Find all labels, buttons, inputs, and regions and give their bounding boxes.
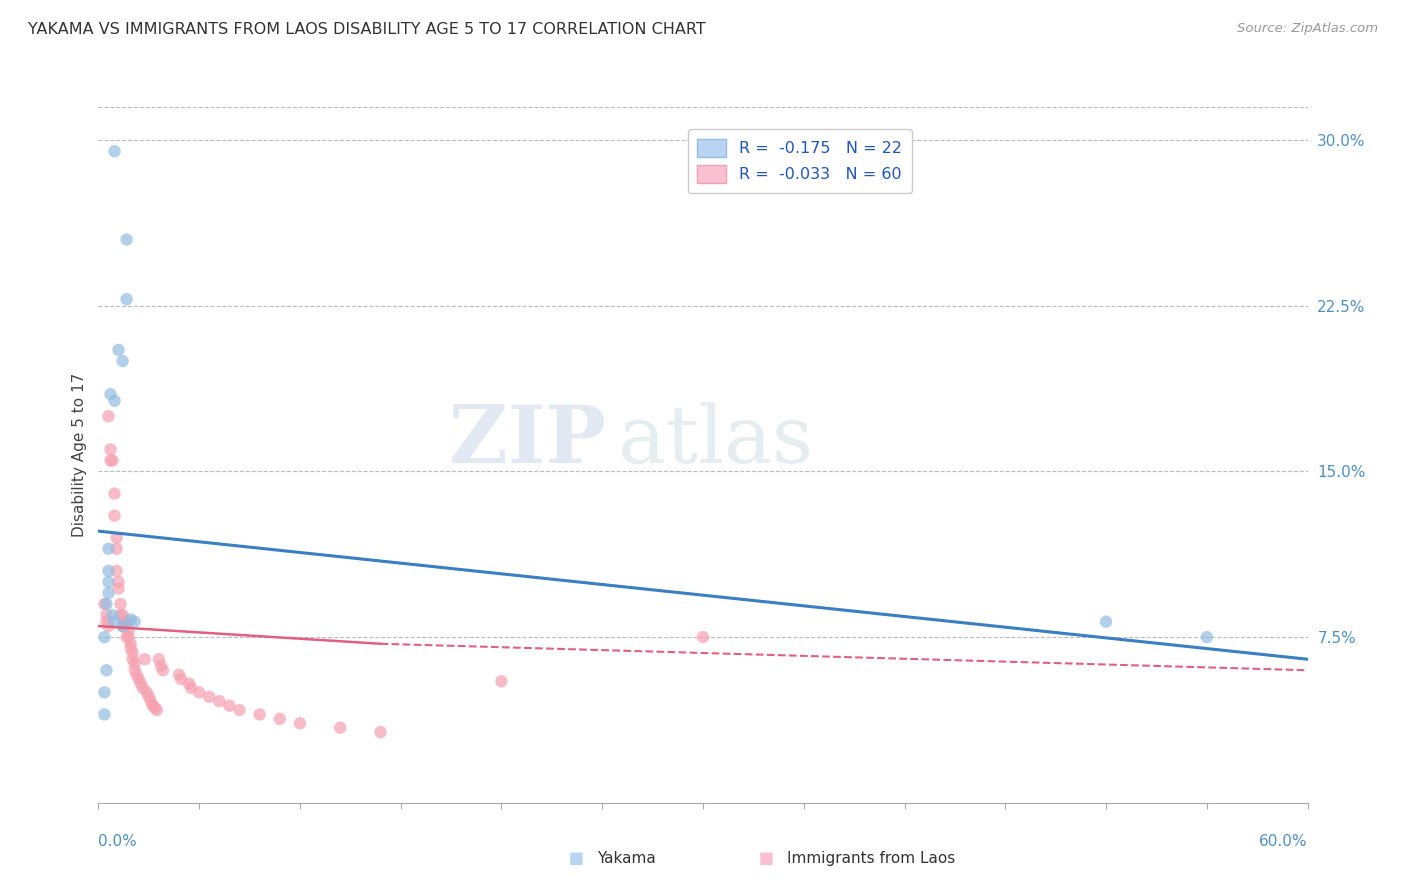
Point	[269, 712, 291, 726]
Point	[218, 698, 240, 713]
Text: Source: ZipAtlas.com: Source: ZipAtlas.com	[1237, 22, 1378, 36]
Point	[96, 608, 118, 623]
Point	[97, 574, 120, 589]
Point	[370, 725, 392, 739]
Point	[198, 690, 221, 704]
Point	[103, 615, 125, 629]
Point	[103, 508, 125, 523]
Point	[115, 292, 138, 306]
Point	[97, 619, 120, 633]
Point	[115, 233, 138, 247]
Point	[111, 608, 134, 623]
Point	[121, 652, 143, 666]
Point	[121, 646, 143, 660]
Point	[124, 615, 146, 629]
Text: Immigrants from Laos: Immigrants from Laos	[787, 851, 956, 865]
Point	[103, 145, 125, 159]
Point	[208, 694, 231, 708]
Point	[93, 597, 115, 611]
Point	[134, 652, 156, 666]
Point	[100, 387, 122, 401]
Point	[103, 486, 125, 500]
Point	[170, 672, 193, 686]
Point	[146, 703, 169, 717]
Point	[101, 453, 124, 467]
Point	[120, 641, 142, 656]
Point	[692, 630, 714, 644]
Point	[228, 703, 250, 717]
Text: ZIP: ZIP	[450, 402, 606, 480]
Point	[100, 453, 122, 467]
Legend: R =  -0.175   N = 22, R =  -0.033   N = 60: R = -0.175 N = 22, R = -0.033 N = 60	[688, 129, 911, 193]
Point	[129, 676, 152, 690]
Point	[105, 531, 128, 545]
Text: 0.0%: 0.0%	[98, 834, 138, 849]
Point	[110, 597, 132, 611]
Point	[105, 564, 128, 578]
Point	[107, 574, 129, 589]
Point	[111, 619, 134, 633]
Point	[120, 612, 142, 626]
Point	[120, 637, 142, 651]
Text: YAKAMA VS IMMIGRANTS FROM LAOS DISABILITY AGE 5 TO 17 CORRELATION CHART: YAKAMA VS IMMIGRANTS FROM LAOS DISABILIT…	[28, 22, 706, 37]
Point	[96, 615, 118, 629]
Y-axis label: Disability Age 5 to 17: Disability Age 5 to 17	[72, 373, 87, 537]
Point	[101, 608, 124, 623]
Point	[107, 582, 129, 596]
Point	[93, 707, 115, 722]
Point	[180, 681, 202, 695]
Text: ▪: ▪	[568, 847, 585, 870]
Point	[111, 619, 134, 633]
Point	[115, 615, 138, 629]
Point	[329, 721, 352, 735]
Point	[1195, 630, 1218, 644]
Text: 60.0%: 60.0%	[1260, 834, 1308, 849]
Point	[93, 685, 115, 699]
Point	[249, 707, 271, 722]
Point	[111, 354, 134, 368]
Point	[125, 667, 148, 681]
Point	[114, 615, 136, 629]
Point	[148, 652, 170, 666]
Point	[149, 658, 172, 673]
Point	[97, 409, 120, 424]
Point	[97, 541, 120, 556]
Point	[105, 541, 128, 556]
Point	[124, 657, 146, 671]
Point	[135, 685, 157, 699]
Point	[288, 716, 311, 731]
Point	[152, 663, 174, 677]
Text: Yakama: Yakama	[598, 851, 657, 865]
Point	[96, 597, 118, 611]
Point	[167, 667, 190, 681]
Point	[96, 663, 118, 677]
Point	[1095, 615, 1118, 629]
Text: atlas: atlas	[619, 402, 814, 480]
Point	[118, 630, 141, 644]
Point	[142, 698, 165, 713]
Text: ▪: ▪	[758, 847, 775, 870]
Point	[128, 672, 150, 686]
Point	[491, 674, 513, 689]
Point	[100, 442, 122, 457]
Point	[139, 694, 162, 708]
Point	[93, 630, 115, 644]
Point	[114, 619, 136, 633]
Point	[107, 343, 129, 357]
Point	[97, 564, 120, 578]
Point	[110, 608, 132, 623]
Point	[103, 393, 125, 408]
Point	[118, 624, 141, 638]
Point	[143, 701, 166, 715]
Point	[115, 630, 138, 644]
Point	[97, 586, 120, 600]
Point	[179, 676, 201, 690]
Point	[124, 663, 146, 677]
Point	[132, 681, 155, 695]
Point	[138, 690, 160, 704]
Point	[188, 685, 211, 699]
